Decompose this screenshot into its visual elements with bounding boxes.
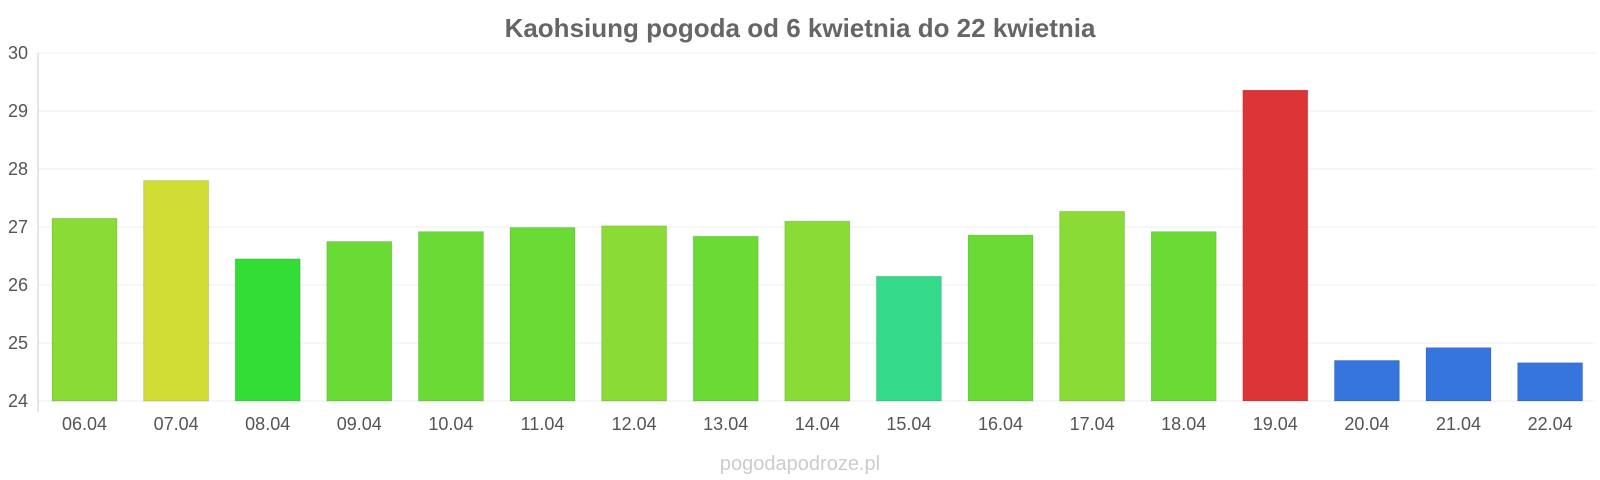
bar-11.04 bbox=[509, 227, 576, 402]
x-tick-label: 17.04 bbox=[1070, 414, 1115, 434]
bar-21.04 bbox=[1425, 347, 1492, 402]
x-tick-label: 16.04 bbox=[978, 414, 1023, 434]
bar-07.04 bbox=[143, 180, 210, 402]
y-tick-label: 27 bbox=[8, 217, 28, 237]
bar-19.04 bbox=[1242, 89, 1309, 402]
x-tick-label: 13.04 bbox=[703, 414, 748, 434]
bar-17.04 bbox=[1059, 210, 1126, 402]
watermark: pogodapodroze.pl bbox=[720, 453, 880, 475]
bar-20.04 bbox=[1333, 359, 1400, 402]
x-tick-label: 06.04 bbox=[62, 414, 107, 434]
x-tick-label: 10.04 bbox=[428, 414, 473, 434]
y-tick-label: 25 bbox=[8, 333, 28, 353]
bar-09.04 bbox=[326, 241, 393, 402]
bar-18.04 bbox=[1150, 231, 1217, 402]
y-axis-ticks: 24 25 26 27 28 29 30 bbox=[8, 43, 28, 411]
bars bbox=[51, 89, 1584, 402]
x-tick-label: 09.04 bbox=[337, 414, 382, 434]
x-tick-label: 22.04 bbox=[1528, 414, 1573, 434]
x-tick-label: 21.04 bbox=[1436, 414, 1481, 434]
bar-15.04 bbox=[875, 275, 942, 402]
bar-10.04 bbox=[417, 231, 484, 402]
y-tick-label: 30 bbox=[8, 43, 28, 63]
x-tick-label: 18.04 bbox=[1161, 414, 1206, 434]
x-tick-label: 14.04 bbox=[795, 414, 840, 434]
x-tick-label: 12.04 bbox=[612, 414, 657, 434]
x-tick-label: 08.04 bbox=[245, 414, 290, 434]
y-tick-label: 28 bbox=[8, 159, 28, 179]
x-tick-label: 20.04 bbox=[1344, 414, 1389, 434]
x-axis-ticks: 06.04 07.04 08.04 09.04 10.04 11.04 12.04 13.04… bbox=[62, 414, 1573, 434]
bar-14.04 bbox=[784, 220, 851, 402]
x-tick-label: 19.04 bbox=[1253, 414, 1298, 434]
chart-title: Kaohsiung pogoda od 6 kwietnia do 22 kwi… bbox=[505, 13, 1096, 43]
bar-22.04 bbox=[1517, 362, 1584, 402]
bar-06.04 bbox=[51, 217, 118, 402]
bar-13.04 bbox=[692, 235, 759, 402]
y-tick-label: 24 bbox=[8, 391, 28, 411]
bar-12.04 bbox=[601, 225, 668, 402]
y-tick-label: 29 bbox=[8, 101, 28, 121]
bar-16.04 bbox=[967, 234, 1034, 402]
x-tick-label: 11.04 bbox=[521, 414, 565, 434]
x-tick-label: 07.04 bbox=[154, 414, 199, 434]
x-tick-label: 15.04 bbox=[886, 414, 931, 434]
y-tick-label: 26 bbox=[8, 275, 28, 295]
bar-08.04 bbox=[234, 258, 301, 402]
